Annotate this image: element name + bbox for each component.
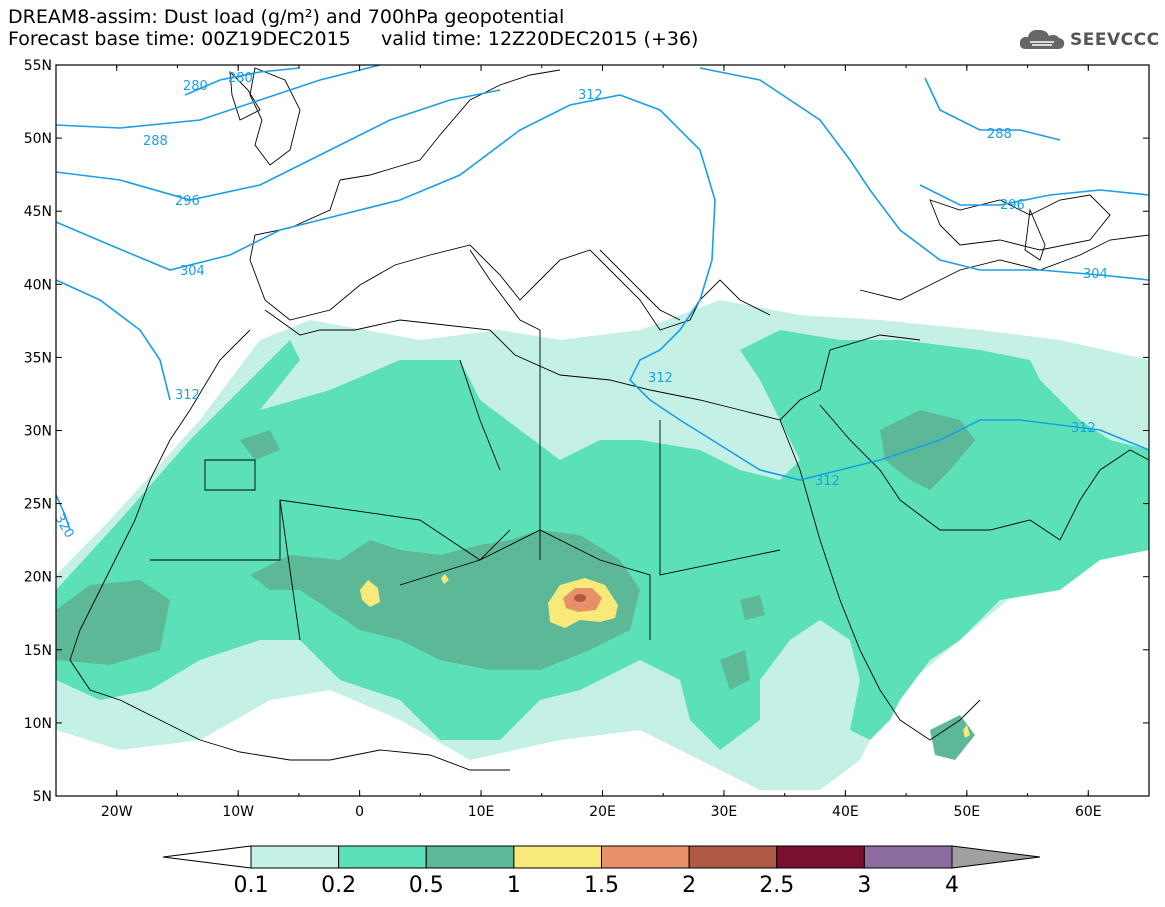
dust-field-medium xyxy=(56,330,1149,750)
contour-label: 304 xyxy=(180,264,205,279)
contour-label: 312 xyxy=(1071,421,1096,436)
contour-label: 312 xyxy=(648,371,673,386)
lon-label: 20E xyxy=(589,804,616,820)
map-area: 280 280 288 296 304 312 320 312 312 312 … xyxy=(51,65,1149,790)
lat-label: 10N xyxy=(24,716,52,732)
colorbar-label: 1.5 xyxy=(584,873,619,898)
contour-label: 288 xyxy=(143,134,168,149)
colorbar-label: 0.5 xyxy=(409,873,444,898)
colorbar-box xyxy=(338,845,427,869)
coastlines xyxy=(69,67,1149,771)
contour-label: 312 xyxy=(815,474,840,489)
cloud-icon xyxy=(1019,29,1065,49)
lat-label: 5N xyxy=(33,789,52,805)
latitude-axis: 55N 50N 45N 40N 35N 30N 25N 20N 15N 10N 5N xyxy=(24,58,1149,805)
lat-label: 25N xyxy=(24,497,52,513)
lon-label: 60E xyxy=(1075,804,1102,820)
dust-field-dark xyxy=(56,410,975,760)
longitude-axis: 20W 10W 0 10E 20E 30E 40E 50E 60E xyxy=(55,65,1150,820)
contour-label: 280 xyxy=(228,71,253,86)
lon-label: 30E xyxy=(711,804,738,820)
colorbar-box xyxy=(863,845,953,869)
lat-label: 20N xyxy=(24,570,52,586)
lon-label: 0 xyxy=(355,804,364,820)
lon-label: 20W xyxy=(101,804,133,820)
country-borders xyxy=(150,330,781,641)
lon-label: 10E xyxy=(468,804,495,820)
colorbar-box xyxy=(250,845,340,869)
contour-label: 296 xyxy=(1000,198,1025,213)
contour-label: 320 xyxy=(51,512,76,541)
colorbar-box xyxy=(688,845,778,869)
contour-label: 280 xyxy=(183,79,208,94)
lon-label: 10W xyxy=(222,804,254,820)
colorbar-label: 0.1 xyxy=(234,873,269,898)
map-subtitle: Forecast base time: 00Z19DEC2015 valid t… xyxy=(8,28,699,50)
logo-text: SEEVCCC xyxy=(1070,30,1160,50)
colorbar-high-triangle xyxy=(951,845,1041,869)
map-title: DREAM8-assim: Dust load (g/m²) and 700hP… xyxy=(8,6,565,28)
lat-label: 40N xyxy=(24,277,52,293)
colorbar-label: 0.2 xyxy=(321,873,356,898)
contour-label: 312 xyxy=(578,88,603,103)
contour-label: 312 xyxy=(175,388,200,403)
colorbar-box xyxy=(776,845,865,869)
seevccc-logo: SEEVCCC xyxy=(1018,26,1160,54)
colorbar-label: 3 xyxy=(857,873,871,898)
colorbar-label: 2 xyxy=(682,873,696,898)
colorbar-label: 1 xyxy=(507,873,521,898)
lat-label: 35N xyxy=(24,350,52,366)
lon-label: 40E xyxy=(832,804,859,820)
colorbar-label: 4 xyxy=(945,873,959,898)
lat-label: 55N xyxy=(24,58,52,74)
lat-label: 15N xyxy=(24,643,52,659)
lon-label: 50E xyxy=(953,804,980,820)
colorbar-label: 2.5 xyxy=(759,873,794,898)
colorbar: 0.1 0.2 0.5 1 1.5 2 2.5 3 4 xyxy=(162,845,1041,898)
lat-label: 50N xyxy=(24,131,52,147)
colorbar-box xyxy=(425,845,515,869)
geopotential-contours xyxy=(56,65,1149,531)
colorbar-box xyxy=(601,845,690,869)
colorbar-low-triangle xyxy=(162,845,252,869)
contour-label: 288 xyxy=(987,127,1012,142)
contour-label: 296 xyxy=(175,194,200,209)
dust-field-red xyxy=(574,594,586,602)
lat-label: 30N xyxy=(24,424,52,440)
contour-label: 304 xyxy=(1083,267,1108,282)
lat-label: 45N xyxy=(24,204,52,220)
colorbar-box xyxy=(513,845,602,869)
